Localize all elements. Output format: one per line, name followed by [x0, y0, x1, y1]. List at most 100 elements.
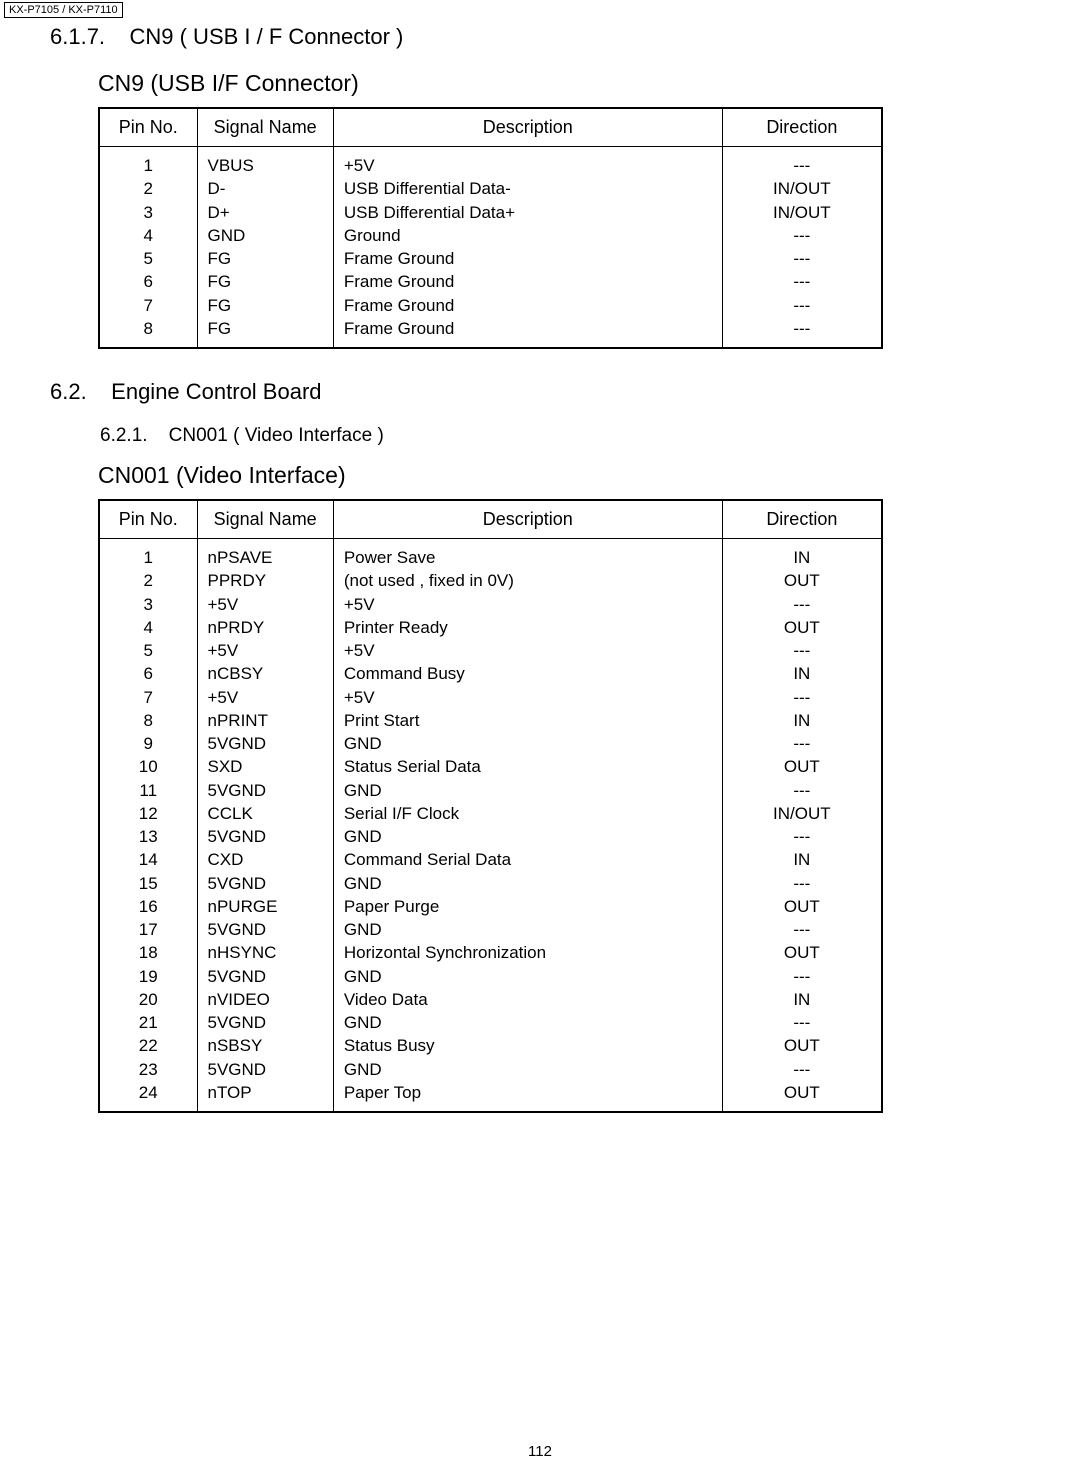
cell-desc: Status Busy: [333, 1034, 722, 1057]
cell-dir: IN: [722, 539, 882, 570]
cell-desc: Frame Ground: [333, 270, 722, 293]
cell-signal: +5V: [197, 593, 333, 616]
cell-desc: Command Serial Data: [333, 848, 722, 871]
section-title: CN9 ( USB I / F Connector ): [130, 24, 404, 49]
cell-dir: IN/OUT: [722, 802, 882, 825]
cell-signal: 5VGND: [197, 779, 333, 802]
cell-pin: 3: [99, 201, 197, 224]
cell-pin: 22: [99, 1034, 197, 1057]
section-number: 6.2.: [50, 379, 87, 404]
cell-dir: IN: [722, 709, 882, 732]
cell-signal: D-: [197, 177, 333, 200]
cell-signal: 5VGND: [197, 965, 333, 988]
cell-signal: FG: [197, 294, 333, 317]
table-row: 215VGNDGND---: [99, 1011, 882, 1034]
cell-dir: IN/OUT: [722, 177, 882, 200]
col-header-desc: Description: [333, 108, 722, 147]
cell-signal: nCBSY: [197, 662, 333, 685]
cell-pin: 8: [99, 317, 197, 348]
table-row: 7+5V+5V---: [99, 686, 882, 709]
table-row: 4GNDGround---: [99, 224, 882, 247]
table-header-row: Pin No. Signal Name Description Directio…: [99, 500, 882, 539]
section-6-2-heading: 6.2. Engine Control Board: [50, 379, 1030, 405]
cell-desc: GND: [333, 1058, 722, 1081]
cell-signal: 5VGND: [197, 732, 333, 755]
section-title: Engine Control Board: [111, 379, 321, 404]
cell-desc: GND: [333, 732, 722, 755]
table-row: 8FGFrame Ground---: [99, 317, 882, 348]
table-row: 12CCLKSerial I/F ClockIN/OUT: [99, 802, 882, 825]
cell-pin: 5: [99, 247, 197, 270]
cell-pin: 6: [99, 270, 197, 293]
table-header-row: Pin No. Signal Name Description Directio…: [99, 108, 882, 147]
cell-signal: CXD: [197, 848, 333, 871]
cell-pin: 14: [99, 848, 197, 871]
table-row: 6FGFrame Ground---: [99, 270, 882, 293]
cell-dir: ---: [722, 1011, 882, 1034]
cell-signal: nPRINT: [197, 709, 333, 732]
table-row: 195VGNDGND---: [99, 965, 882, 988]
cell-signal: FG: [197, 270, 333, 293]
cell-dir: ---: [722, 247, 882, 270]
table-row: 5+5V+5V---: [99, 639, 882, 662]
table-row: 14CXDCommand Serial DataIN: [99, 848, 882, 871]
cell-pin: 20: [99, 988, 197, 1011]
cell-desc: GND: [333, 825, 722, 848]
cell-dir: OUT: [722, 569, 882, 592]
cell-dir: ---: [722, 918, 882, 941]
table-row: 7FGFrame Ground---: [99, 294, 882, 317]
cell-desc: Frame Ground: [333, 247, 722, 270]
cell-pin: 16: [99, 895, 197, 918]
table-row: 115VGNDGND---: [99, 779, 882, 802]
cell-pin: 12: [99, 802, 197, 825]
model-header: KX-P7105 / KX-P7110: [4, 2, 123, 18]
cell-pin: 6: [99, 662, 197, 685]
cell-signal: +5V: [197, 686, 333, 709]
cell-signal: PPRDY: [197, 569, 333, 592]
cell-signal: 5VGND: [197, 1058, 333, 1081]
cell-desc: +5V: [333, 639, 722, 662]
cell-dir: ---: [722, 639, 882, 662]
cell-pin: 2: [99, 569, 197, 592]
cell-dir: OUT: [722, 1081, 882, 1112]
cell-desc: Horizontal Synchronization: [333, 941, 722, 964]
table-row: 135VGNDGND---: [99, 825, 882, 848]
cell-dir: OUT: [722, 1034, 882, 1057]
table-row: 8nPRINTPrint StartIN: [99, 709, 882, 732]
table-row: 95VGNDGND---: [99, 732, 882, 755]
cn001-table: Pin No. Signal Name Description Directio…: [98, 499, 883, 1113]
cn9-table: Pin No. Signal Name Description Directio…: [98, 107, 883, 349]
cell-signal: nPSAVE: [197, 539, 333, 570]
cn001-table-title: CN001 (Video Interface): [98, 462, 1030, 489]
cell-desc: +5V: [333, 147, 722, 178]
cell-desc: Video Data: [333, 988, 722, 1011]
cell-dir: IN: [722, 988, 882, 1011]
content: 6.1.7. CN9 ( USB I / F Connector ) CN9 (…: [0, 24, 1080, 1113]
table-row: 6nCBSYCommand BusyIN: [99, 662, 882, 685]
cell-signal: VBUS: [197, 147, 333, 178]
cell-signal: 5VGND: [197, 872, 333, 895]
cell-desc: Ground: [333, 224, 722, 247]
table-row: 18nHSYNCHorizontal SynchronizationOUT: [99, 941, 882, 964]
cell-desc: +5V: [333, 593, 722, 616]
cell-signal: 5VGND: [197, 1011, 333, 1034]
cell-dir: ---: [722, 732, 882, 755]
cell-desc: GND: [333, 1011, 722, 1034]
table-row: 1VBUS+5V---: [99, 147, 882, 178]
cell-pin: 3: [99, 593, 197, 616]
cell-dir: IN: [722, 662, 882, 685]
cell-desc: GND: [333, 779, 722, 802]
cell-dir: OUT: [722, 941, 882, 964]
cell-pin: 1: [99, 539, 197, 570]
cell-signal: FG: [197, 247, 333, 270]
cell-pin: 8: [99, 709, 197, 732]
cell-desc: Paper Top: [333, 1081, 722, 1112]
cell-pin: 5: [99, 639, 197, 662]
col-header-dir: Direction: [722, 108, 882, 147]
cell-signal: nVIDEO: [197, 988, 333, 1011]
col-header-signal: Signal Name: [197, 108, 333, 147]
subsection-number: 6.2.1.: [100, 425, 148, 446]
table-row: 175VGNDGND---: [99, 918, 882, 941]
cell-desc: Frame Ground: [333, 294, 722, 317]
table-row: 16nPURGEPaper PurgeOUT: [99, 895, 882, 918]
